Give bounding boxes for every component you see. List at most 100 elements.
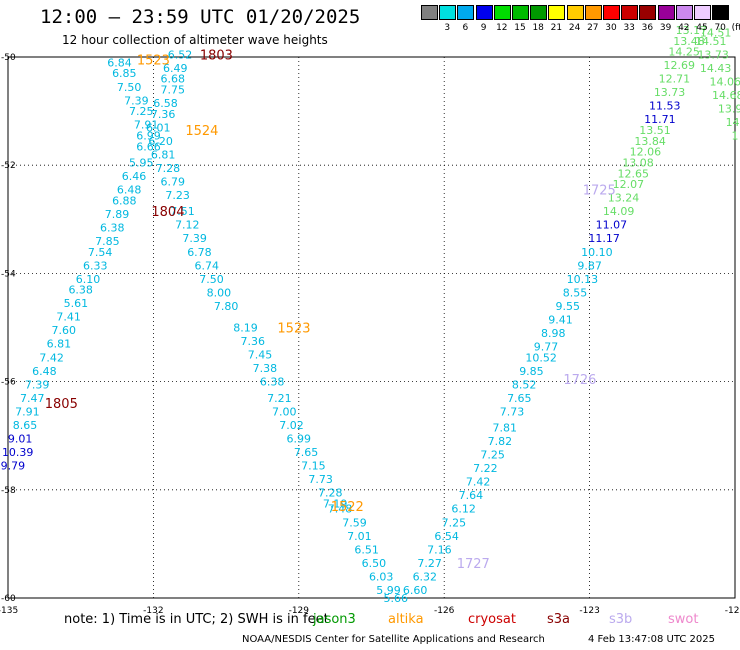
wave-height-value: 9.79: [1, 459, 26, 472]
wave-height-value: 14.51: [695, 35, 727, 48]
wave-height-value: 11.53: [649, 100, 681, 113]
wave-height-value: 6.48: [117, 184, 142, 197]
legend-swatch: [657, 5, 675, 20]
footer-note: note: 1) Time is in UTC; 2) SWH is in fe…: [64, 612, 329, 627]
satellite-name-cryosat: cryosat: [468, 612, 516, 627]
wave-height-value: 13.17: [676, 24, 708, 37]
satellite-name-s3a: s3a: [547, 612, 571, 627]
wave-height-value: 7.75: [161, 83, 186, 96]
wave-height-value: 5.95: [129, 156, 154, 169]
wave-height-value: 13.73: [654, 86, 686, 99]
lat-lon-grid: [7, 56, 736, 599]
y-tick-label: -56: [1, 378, 16, 388]
wave-height-value: 13.9: [718, 102, 740, 115]
wave-height-value: 7.36: [241, 335, 266, 348]
wave-height-value: 9.41: [548, 313, 573, 326]
wave-height-value: 14: [726, 116, 740, 129]
wave-height-value: 7.50: [117, 81, 142, 94]
wave-height-value: 7.65: [294, 446, 319, 459]
wave-height-value: 7.23: [165, 189, 190, 202]
wave-height-value: 7.91: [15, 405, 40, 418]
x-tick-label: -123: [579, 606, 599, 616]
wave-height-value: 12.71: [659, 73, 691, 86]
wave-height-value: 7.39: [124, 94, 149, 107]
wave-height-value: 6.81: [47, 338, 72, 351]
wave-height-value: 5.61: [64, 297, 89, 310]
legend-swatch: [566, 5, 584, 20]
legend-label: 33: [623, 23, 635, 33]
wave-height-value: 6.88: [112, 194, 137, 207]
wave-height-value: 8.19: [233, 322, 258, 335]
satellite-name-jason3: jason3: [313, 612, 356, 627]
wave-height-value: 7.25: [442, 516, 467, 529]
pass-number-label: 1524: [185, 124, 218, 139]
y-tick-label: -50: [1, 53, 16, 63]
wave-height-value: 7.54: [88, 246, 113, 259]
wave-height-value: 12.65: [617, 167, 649, 180]
generated-timestamp: 4 Feb 13:47:08 UTC 2025: [588, 634, 715, 645]
wave-height-value: 6.78: [187, 246, 212, 259]
satellite-tracks: 6.846.857.507.397.257.916.996.665.956.46…: [1, 24, 740, 605]
pass-number-label: 1727: [457, 557, 490, 572]
wave-height-value: 7.28: [156, 162, 181, 175]
wave-height-value: 8.52: [512, 378, 537, 391]
wave-height-value: 14.25: [668, 46, 700, 59]
wave-height-value: 9.77: [534, 340, 559, 353]
wave-height-value: 14.09: [603, 205, 635, 218]
wave-height-value: 6.46: [122, 170, 147, 183]
wave-height-value: 6.85: [112, 67, 137, 80]
legend-swatch: [475, 5, 493, 20]
wave-height-value: 8.65: [13, 419, 38, 432]
legend-swatch: [621, 5, 639, 20]
wave-height-value: 13.84: [634, 135, 666, 148]
wave-height-value: 14.06: [710, 75, 740, 88]
legend-swatch: [548, 5, 566, 20]
wave-height-value: 6.51: [354, 543, 379, 556]
legend-swatch: [457, 5, 475, 20]
wave-height-value: 12.06: [630, 146, 662, 159]
wave-height-value: 7.59: [342, 516, 367, 529]
wave-height-value: 6.66: [136, 140, 161, 153]
pass-number-label: 1725: [583, 184, 616, 199]
wave-height-value: 10.39: [2, 446, 34, 459]
wave-height-value: 7.27: [417, 557, 442, 570]
y-tick-label: -54: [1, 269, 16, 279]
wave-height-value: 6.84: [107, 56, 132, 69]
wave-height-value: 7.81: [493, 422, 518, 435]
pass-number-label: 1804: [151, 205, 184, 220]
wave-height-value: 14.43: [700, 62, 732, 75]
wave-height-value: 7.25: [480, 449, 505, 462]
legend-swatch: [512, 5, 529, 20]
wave-height-value: 8.00: [207, 286, 232, 299]
legend-label: 70: [714, 23, 726, 33]
satellite-name-altika: altika: [388, 612, 424, 627]
wave-height-value: 6.74: [194, 259, 219, 272]
wave-height-value: 7.39: [25, 378, 50, 391]
wave-height-value: 7.48: [328, 503, 353, 516]
legend-swatch: [493, 5, 511, 20]
legend-label: 36: [641, 23, 654, 33]
wave-height-value: 9.01: [8, 432, 33, 445]
wave-height-value: 7.50: [199, 273, 224, 286]
wave-height-value: 7.22: [473, 462, 498, 475]
wave-height-value: 7.16: [427, 543, 452, 556]
wave-height-value: 6.58: [153, 97, 178, 110]
wave-height-value: 14.68: [712, 89, 740, 102]
legend-swatch: [421, 5, 438, 20]
wave-height-value: 7.36: [151, 108, 176, 121]
wave-height-value: 7.80: [214, 300, 239, 313]
wave-height-value: 6.20: [148, 135, 173, 148]
axis-ticks: -135 -132 -129 -126 -123 -120 -50 -52 -54 -56 -58 -…: [0, 53, 740, 616]
wave-height-value: 7.51: [170, 205, 195, 218]
legend-swatch: [584, 5, 602, 20]
wave-height-value: 5.99: [376, 584, 401, 597]
pass-number-label: 1726: [563, 373, 596, 388]
x-tick-label: -120: [725, 606, 740, 616]
wave-height-value: 7.45: [248, 349, 273, 362]
wave-height-value: 7.60: [51, 324, 76, 337]
wave-height-value: 9.85: [519, 365, 544, 378]
legend-label: 6: [462, 23, 469, 33]
wave-height-value: 7.65: [507, 392, 532, 405]
legend-label: 12: [496, 23, 508, 33]
